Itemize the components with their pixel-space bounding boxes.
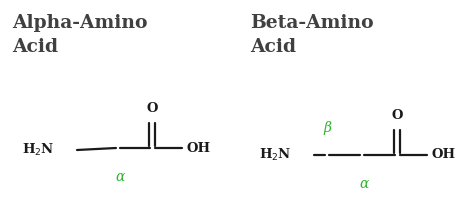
Text: H$_2$N: H$_2$N (22, 142, 55, 158)
Text: Acid: Acid (12, 38, 58, 56)
Text: OH: OH (187, 142, 211, 154)
Text: O: O (146, 102, 158, 115)
Text: H$_2$N: H$_2$N (259, 147, 292, 163)
Text: β: β (323, 121, 331, 135)
Text: Acid: Acid (250, 38, 296, 56)
Text: Beta-Amino: Beta-Amino (250, 14, 374, 32)
Text: α: α (115, 170, 125, 184)
Text: Alpha-Amino: Alpha-Amino (12, 14, 147, 32)
Text: O: O (391, 109, 403, 122)
Text: OH: OH (432, 149, 456, 162)
Text: α: α (359, 177, 369, 191)
